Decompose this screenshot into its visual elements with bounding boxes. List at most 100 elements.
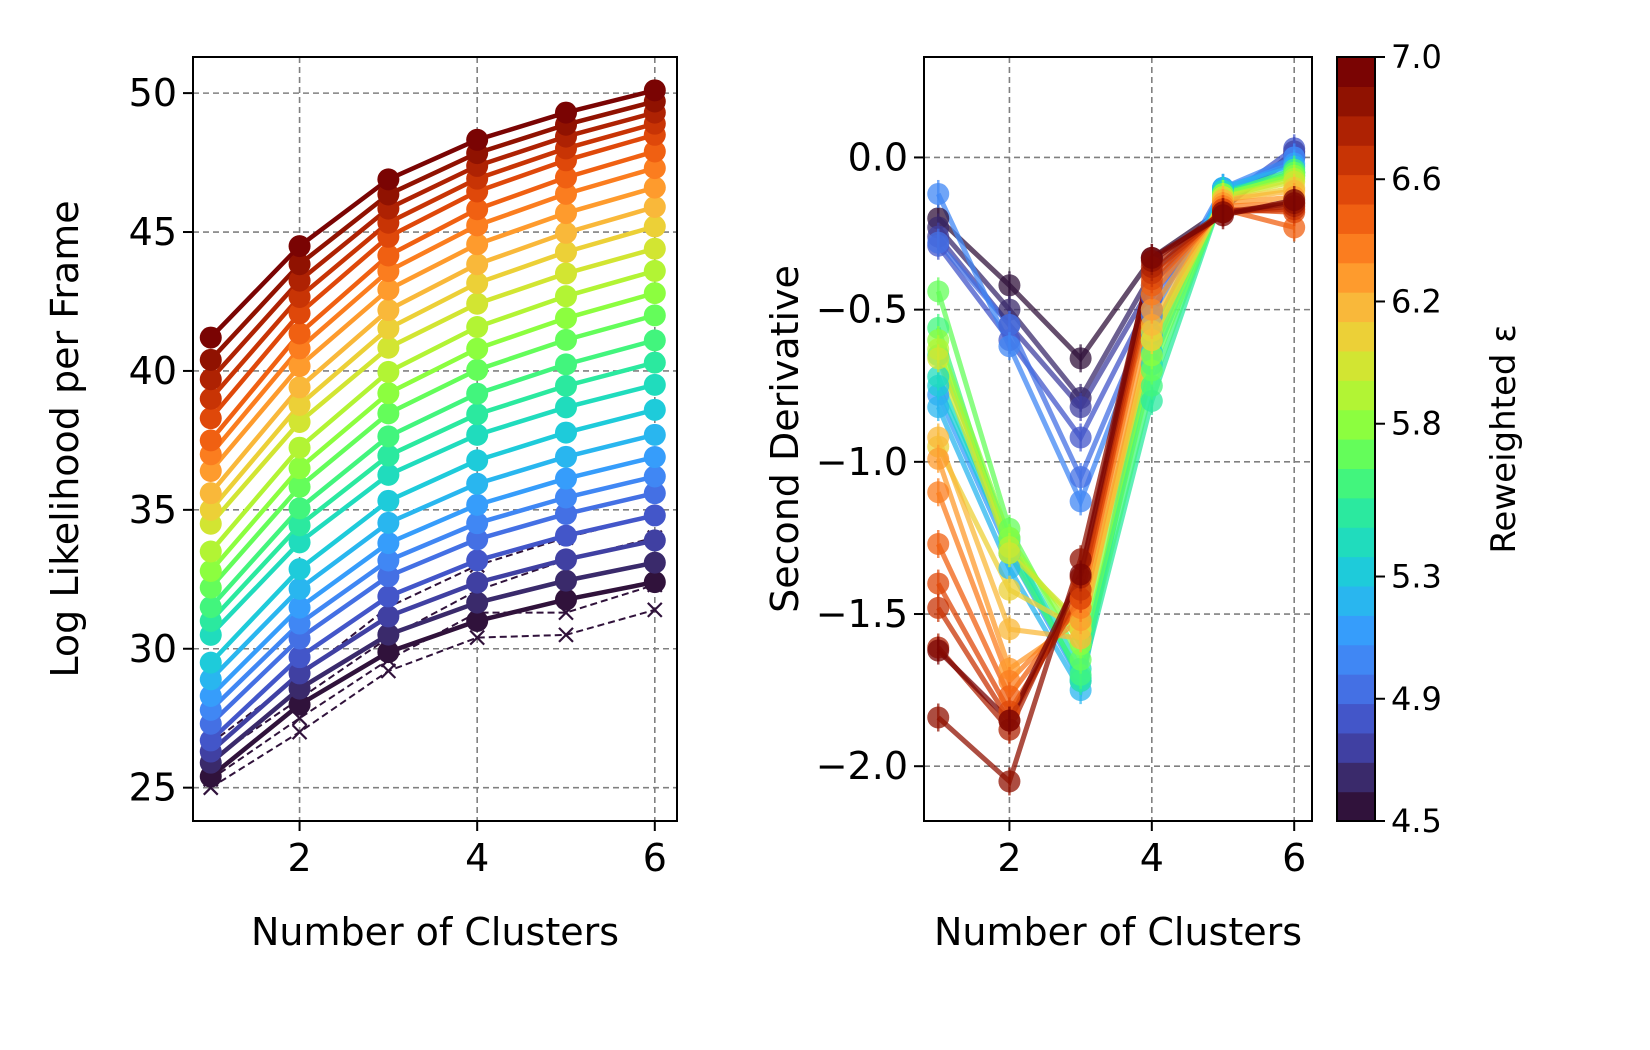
left-series-line xyxy=(209,121,656,401)
left-point xyxy=(466,512,489,535)
left-point xyxy=(288,235,311,258)
left-series-line xyxy=(209,268,656,553)
left-point xyxy=(554,285,577,308)
colorbar: 4.5 4.9 5.3 5.8 6.2 6.6 7.0 Reweighted ε xyxy=(1336,38,1524,840)
right-point xyxy=(1069,347,1092,370)
left-x-tick-label: 4 xyxy=(465,836,489,880)
left-series-line xyxy=(209,99,656,362)
colorbar-swatch xyxy=(1337,439,1375,469)
right-series-markers xyxy=(927,134,1306,796)
left-point xyxy=(377,336,400,359)
left-point xyxy=(466,423,489,446)
right-point xyxy=(1140,313,1163,336)
right-point xyxy=(927,280,950,303)
left-y-axis-label: Log Likelihood per Frame xyxy=(43,200,87,677)
colorbar-swatch xyxy=(1337,145,1375,176)
colorbar-frame xyxy=(1336,56,1376,822)
left-point xyxy=(288,376,311,399)
left-point xyxy=(377,317,400,340)
left-point xyxy=(288,646,311,669)
left-point xyxy=(199,387,222,410)
left-point xyxy=(288,285,311,308)
left-point xyxy=(199,498,222,521)
left-x-tick-label: 6 xyxy=(643,836,667,880)
left-point xyxy=(643,196,666,219)
colorbar-ticks: 4.5 4.9 5.3 5.8 6.2 6.6 7.0 xyxy=(1375,38,1442,840)
left-x-marker xyxy=(469,629,485,646)
right-point xyxy=(1069,648,1092,671)
right-point xyxy=(1140,329,1163,352)
right-series-line xyxy=(936,197,1295,725)
right-point xyxy=(1212,204,1235,227)
left-point xyxy=(554,486,577,509)
left-point xyxy=(466,472,489,495)
right-point xyxy=(1283,216,1306,239)
colorbar-swatch xyxy=(1337,409,1375,440)
left-dashed-series xyxy=(210,608,656,789)
left-point xyxy=(288,558,311,581)
left-point xyxy=(643,259,666,282)
right-point xyxy=(998,578,1021,601)
colorbar-swatch xyxy=(1337,115,1375,146)
left-point xyxy=(643,157,666,180)
left-point xyxy=(643,79,666,102)
left-point xyxy=(377,183,400,206)
left-point xyxy=(466,292,489,315)
left-point xyxy=(554,166,577,189)
left-point xyxy=(199,482,222,505)
left-point xyxy=(554,307,577,330)
left-point xyxy=(466,198,489,221)
right-point xyxy=(1069,426,1092,449)
left-point xyxy=(288,677,311,700)
left-point xyxy=(643,529,666,552)
left-point xyxy=(377,623,400,646)
left-point xyxy=(643,504,666,527)
left-point xyxy=(643,304,666,327)
left-axes-frame xyxy=(192,56,678,822)
left-point xyxy=(377,641,400,664)
left-point xyxy=(288,693,311,716)
right-point xyxy=(1069,563,1092,586)
left-point xyxy=(466,493,489,516)
left-point xyxy=(288,612,311,635)
right-point xyxy=(998,298,1021,321)
right-y-tick-label: −1.5 xyxy=(816,592,908,636)
left-series-line xyxy=(209,132,656,420)
left-series-line xyxy=(209,407,656,665)
left-point xyxy=(643,282,666,305)
left-series-line xyxy=(209,290,656,573)
left-point xyxy=(643,465,666,488)
right-point xyxy=(927,365,950,388)
right-point xyxy=(927,426,950,449)
left-point xyxy=(288,497,311,520)
left-point xyxy=(199,348,222,371)
right-x-tick-label: 6 xyxy=(1282,836,1306,880)
left-series-line xyxy=(209,382,656,637)
left-series-line xyxy=(209,579,656,779)
right-point xyxy=(927,182,950,205)
right-x-tick-label: 2 xyxy=(997,836,1021,880)
left-point xyxy=(554,467,577,490)
right-y-tick-label: −2.0 xyxy=(816,744,908,788)
left-series-line xyxy=(209,454,656,698)
left-point xyxy=(466,591,489,614)
left-point xyxy=(288,393,311,416)
left-point xyxy=(643,482,666,505)
left-point xyxy=(466,358,489,381)
left-point xyxy=(288,410,311,433)
left-point xyxy=(377,444,400,467)
colorbar-swatch xyxy=(1337,497,1375,528)
left-point xyxy=(199,596,222,619)
right-y-axis-label: Second Derivative xyxy=(763,265,807,613)
left-point xyxy=(643,551,666,574)
colorbar-tick-label: 6.6 xyxy=(1391,160,1442,198)
left-series-line xyxy=(209,560,656,765)
left-y-tick-label: 40 xyxy=(129,349,177,393)
left-point xyxy=(554,396,577,419)
colorbar-swatch xyxy=(1337,203,1375,234)
left-point xyxy=(554,182,577,205)
right-point xyxy=(998,313,1021,336)
colorbar-swatch xyxy=(1337,174,1375,205)
colorbar-tick-label: 6.2 xyxy=(1391,282,1442,320)
colorbar-swatch xyxy=(1337,350,1375,381)
